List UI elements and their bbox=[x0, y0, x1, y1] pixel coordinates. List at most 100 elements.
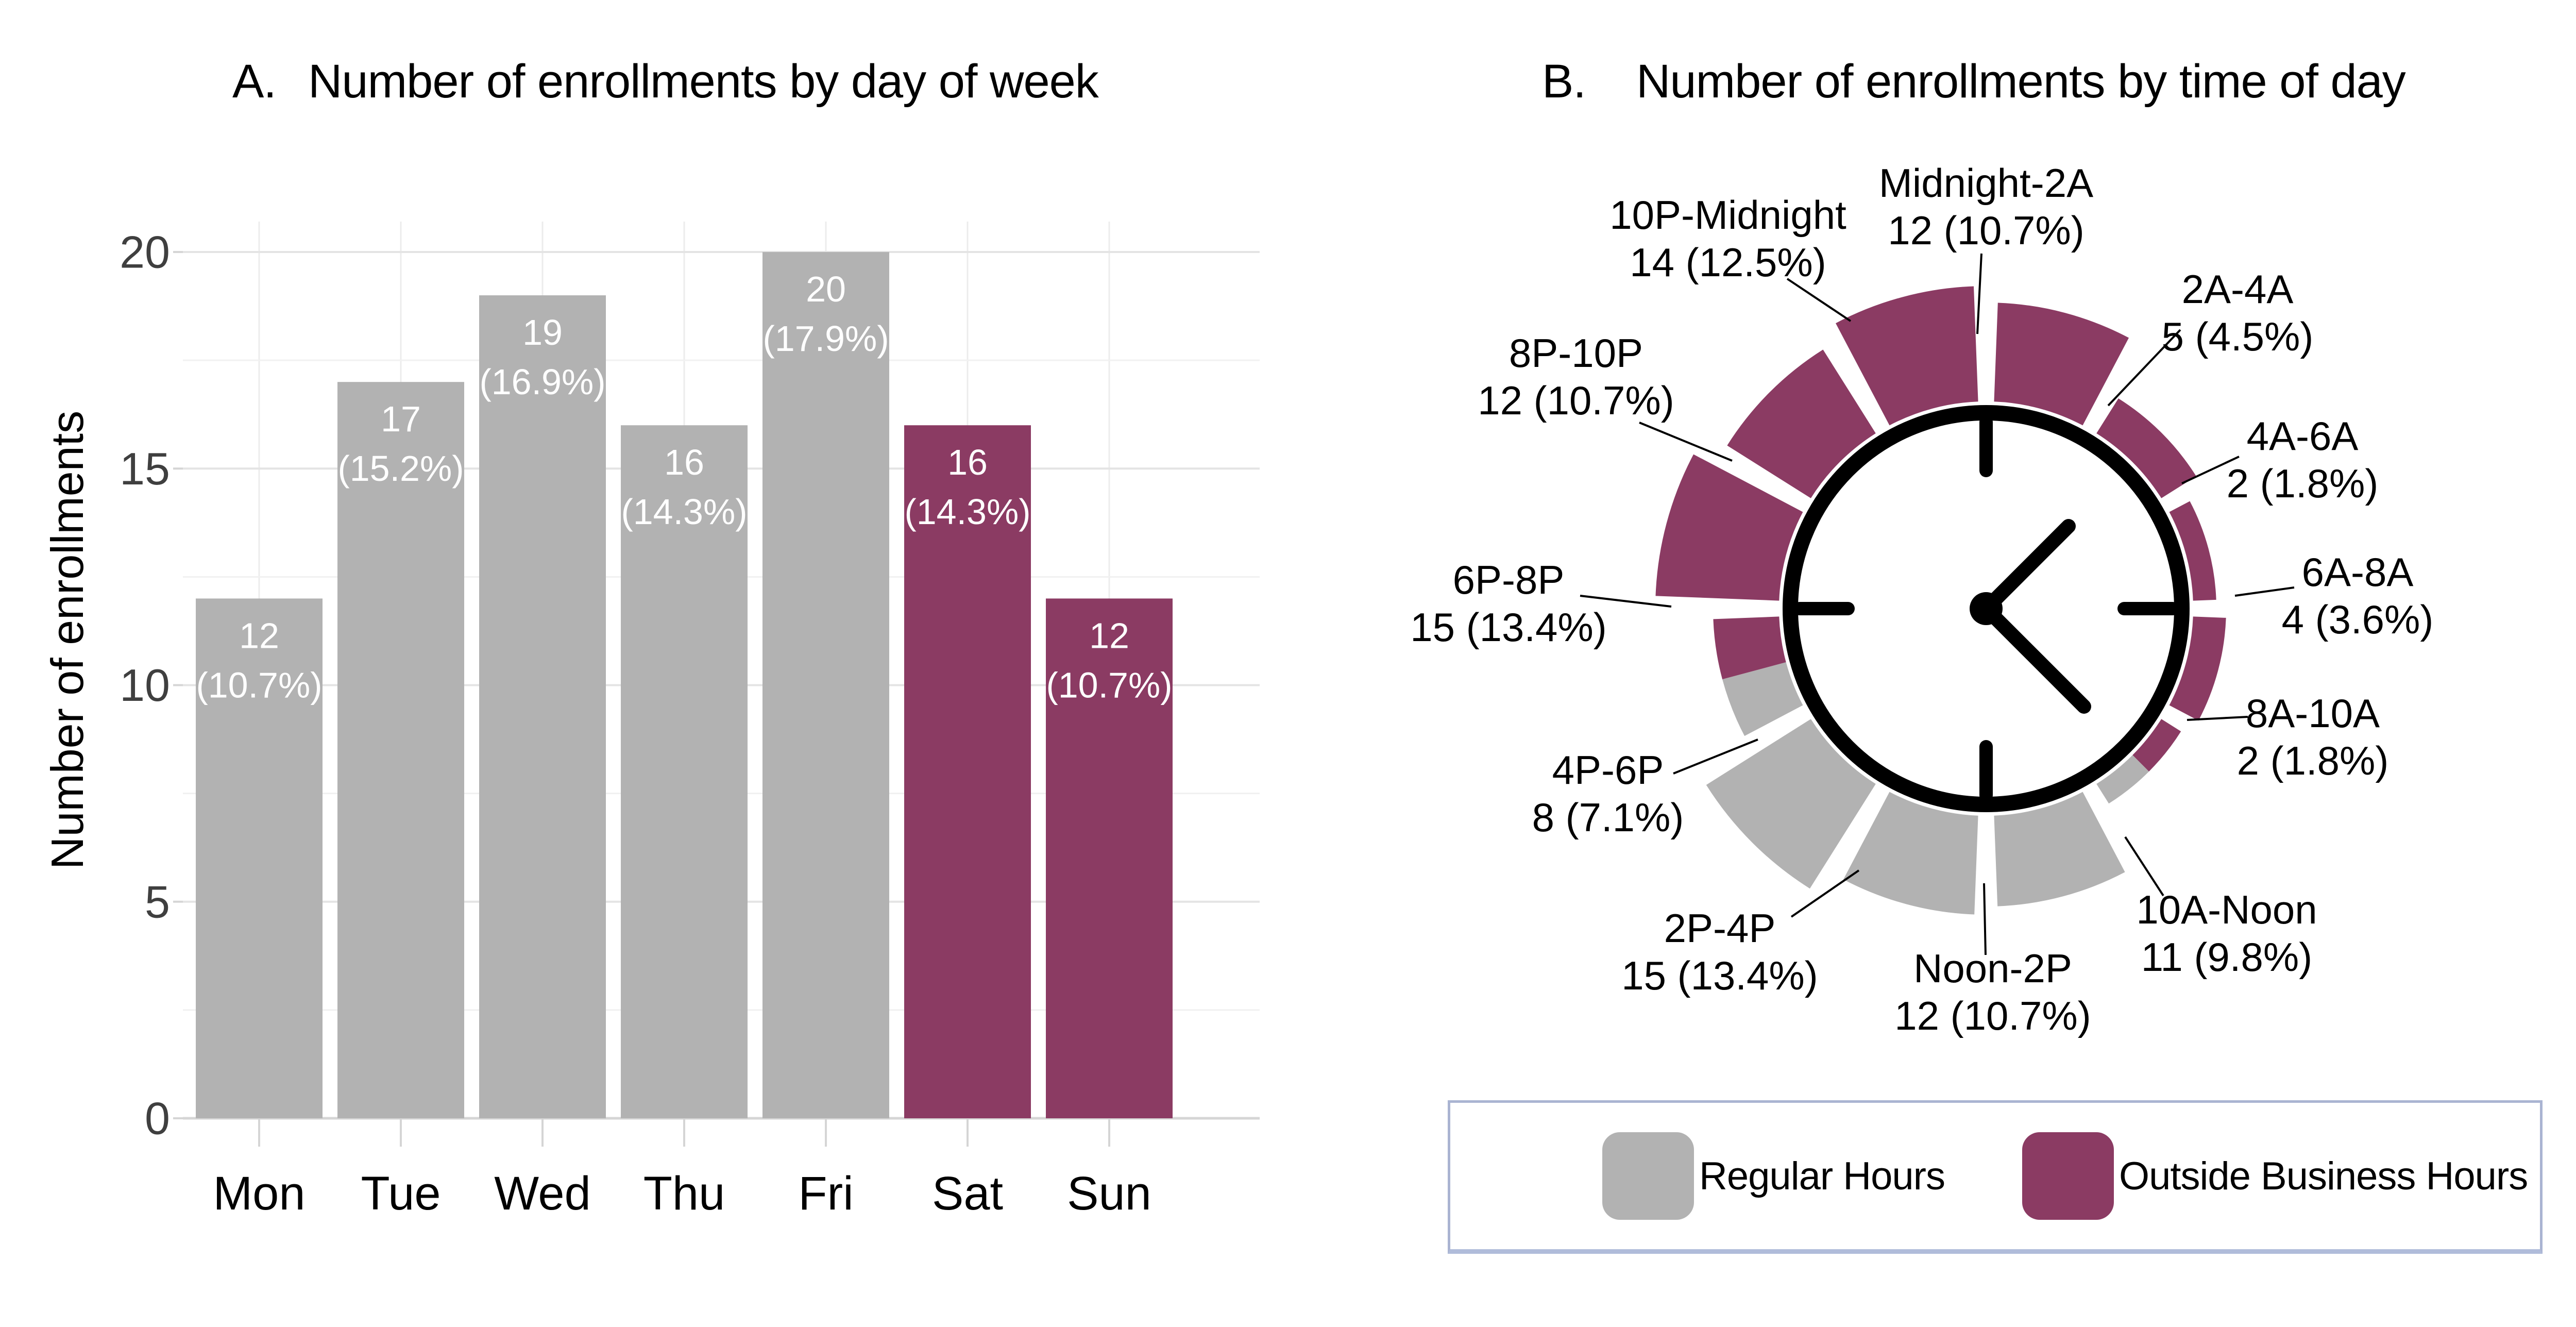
leader-line bbox=[2187, 716, 2248, 721]
leader-line bbox=[1673, 738, 1758, 775]
leader-line bbox=[1976, 253, 1982, 334]
segment-label-10a-noon-value: 11 (9.8%) bbox=[2141, 934, 2312, 980]
wedge-4p-6p-second-half bbox=[1713, 616, 1786, 680]
bar-percent-label: (15.2%) bbox=[337, 448, 464, 489]
segment-label-6a-8a-value: 4 (3.6%) bbox=[2282, 597, 2434, 642]
bar-tue bbox=[337, 382, 464, 1118]
wedge-6p-8p bbox=[1655, 454, 1803, 601]
leader-line bbox=[2124, 836, 2164, 897]
leader-line bbox=[1983, 883, 1987, 955]
panel-b-title-text: Number of enrollments by time of day bbox=[1636, 55, 2406, 108]
bar-value-label: 16 bbox=[947, 442, 988, 482]
leader-line bbox=[1639, 422, 1733, 462]
leader-line bbox=[2234, 586, 2295, 597]
segment-label-8a-10a-value: 2 (1.8%) bbox=[2237, 738, 2389, 783]
bar-mon bbox=[196, 598, 323, 1118]
leader-line bbox=[1790, 869, 1860, 918]
segment-label-10a-noon: 10A-Noon bbox=[2136, 887, 2317, 932]
segment-label-2p-4p-value: 15 (13.4%) bbox=[1621, 953, 1818, 998]
bar-percent-label: (14.3%) bbox=[904, 492, 1030, 532]
legend-label-regular: Regular Hours bbox=[1699, 1154, 1945, 1198]
segment-label-4p-6p-value: 8 (7.1%) bbox=[1532, 795, 1684, 840]
segment-label-6a-8a: 6A-8A bbox=[2302, 549, 2414, 595]
bar-value-label: 17 bbox=[381, 399, 421, 439]
leader-line bbox=[1580, 595, 1672, 608]
x-category-label: Thu bbox=[643, 1167, 725, 1220]
wedge-4a-6a bbox=[2169, 501, 2216, 601]
bar-fri bbox=[762, 252, 889, 1118]
segment-label-4p-6p: 4P-6P bbox=[1552, 747, 1664, 793]
outside-business-hours-swatch-icon bbox=[2022, 1132, 2114, 1220]
wedge-10a-noon bbox=[1994, 792, 2125, 906]
y-tick-label: 20 bbox=[120, 227, 170, 278]
segment-label-6p-8p: 6P-8P bbox=[1453, 557, 1565, 602]
y-tick-label: 15 bbox=[120, 443, 170, 494]
wedge-midnight-2a bbox=[1994, 303, 2129, 426]
panel-b-title-prefix: B. bbox=[1542, 55, 1586, 108]
leader-line bbox=[1786, 278, 1852, 322]
segment-label-midnight-2a: Midnight-2A bbox=[1879, 160, 2093, 206]
segment-label-noon-2p-value: 12 (10.7%) bbox=[1894, 993, 2091, 1038]
bar-value-label: 20 bbox=[806, 269, 846, 309]
leader-line bbox=[2107, 329, 2181, 407]
segment-label-4a-6a: 4A-6A bbox=[2247, 413, 2359, 459]
bar-value-label: 12 bbox=[1089, 615, 1129, 656]
segment-label-6p-8p-value: 15 (13.4%) bbox=[1410, 604, 1607, 650]
x-category-label: Sun bbox=[1067, 1167, 1151, 1220]
legend-item-outside-business-hours: Outside Business Hours bbox=[2022, 1132, 2528, 1220]
segment-label-8p-10p-value: 12 (10.7%) bbox=[1478, 378, 1674, 423]
y-tick-label: 0 bbox=[145, 1093, 170, 1144]
bar-sun bbox=[1046, 598, 1173, 1118]
clock-center-dot bbox=[1970, 592, 2003, 625]
wedge-2p-4p bbox=[1706, 719, 1876, 889]
panel-a-title-text: Number of enrollments by day of week bbox=[308, 55, 1099, 108]
wedge-6a-8a bbox=[2169, 616, 2226, 721]
x-category-label: Fri bbox=[798, 1167, 853, 1220]
x-category-label: Mon bbox=[213, 1167, 306, 1220]
x-category-label: Sat bbox=[932, 1167, 1003, 1220]
bar-value-label: 16 bbox=[664, 442, 704, 482]
legend-item-regular-hours: Regular Hours bbox=[1602, 1132, 1945, 1220]
y-tick-label: 10 bbox=[120, 660, 170, 711]
wedge-4p-6p-first-half bbox=[1722, 662, 1803, 736]
bar-sat bbox=[904, 425, 1031, 1119]
bar-value-label: 19 bbox=[522, 312, 563, 352]
segment-label-8a-10a: 8A-10A bbox=[2246, 691, 2380, 736]
x-category-label: Tue bbox=[361, 1167, 440, 1220]
panel-a-title-prefix: A. bbox=[232, 55, 277, 108]
bar-percent-label: (16.9%) bbox=[479, 362, 605, 402]
legend-label-outside: Outside Business Hours bbox=[2119, 1154, 2528, 1198]
segment-label-2a-4a-value: 5 (4.5%) bbox=[2162, 314, 2314, 359]
wedge-10p-midnight bbox=[1836, 286, 1978, 426]
bar-percent-label: (10.7%) bbox=[196, 665, 322, 705]
bar-chart-day-of-week: 0 5 10 15 20 12 (10.7%) 17 (15.2%) 19 (16.9%) 16 (14… bbox=[120, 222, 1260, 1220]
wedge-8a-10a-second-half bbox=[2096, 755, 2149, 804]
bar-percent-label: (17.9%) bbox=[762, 318, 889, 359]
regular-hours-swatch-icon bbox=[1602, 1132, 1694, 1220]
wedge-8a-10a-first-half bbox=[2132, 719, 2181, 772]
segment-label-4a-6a-value: 2 (1.8%) bbox=[2227, 461, 2379, 506]
segment-label-10p-midnight: 10P-Midnight bbox=[1609, 192, 1846, 238]
x-category-label: Wed bbox=[494, 1167, 591, 1220]
clock-icon bbox=[1783, 405, 2190, 812]
segment-label-10p-midnight-value: 14 (12.5%) bbox=[1630, 240, 1826, 285]
y-tick-label: 5 bbox=[145, 876, 170, 927]
bar-value-label: 12 bbox=[239, 615, 279, 656]
bar-wed bbox=[479, 295, 606, 1118]
legend: Regular Hours Outside Business Hours bbox=[1448, 1100, 2543, 1254]
segment-label-2p-4p: 2P-4P bbox=[1664, 905, 1776, 951]
clock-minute-hand bbox=[1979, 601, 2091, 714]
clock-hour-hand bbox=[1979, 519, 2076, 616]
bar-percent-label: (10.7%) bbox=[1046, 665, 1172, 705]
wedge-8p-10p bbox=[1727, 349, 1876, 498]
panel-a-title: A. Number of enrollments by day of week bbox=[232, 55, 1099, 108]
wedge-2a-4a bbox=[2096, 398, 2196, 498]
panel-b-title: B. Number of enrollments by time of day bbox=[1542, 55, 2406, 108]
segment-label-noon-2p: Noon-2P bbox=[1913, 946, 2072, 991]
wedge-noon-2p bbox=[1843, 792, 1978, 915]
segment-label-8p-10p: 8P-10P bbox=[1509, 330, 1643, 376]
segment-label-midnight-2a-value: 12 (10.7%) bbox=[1888, 208, 2084, 253]
bar-thu bbox=[621, 425, 748, 1119]
